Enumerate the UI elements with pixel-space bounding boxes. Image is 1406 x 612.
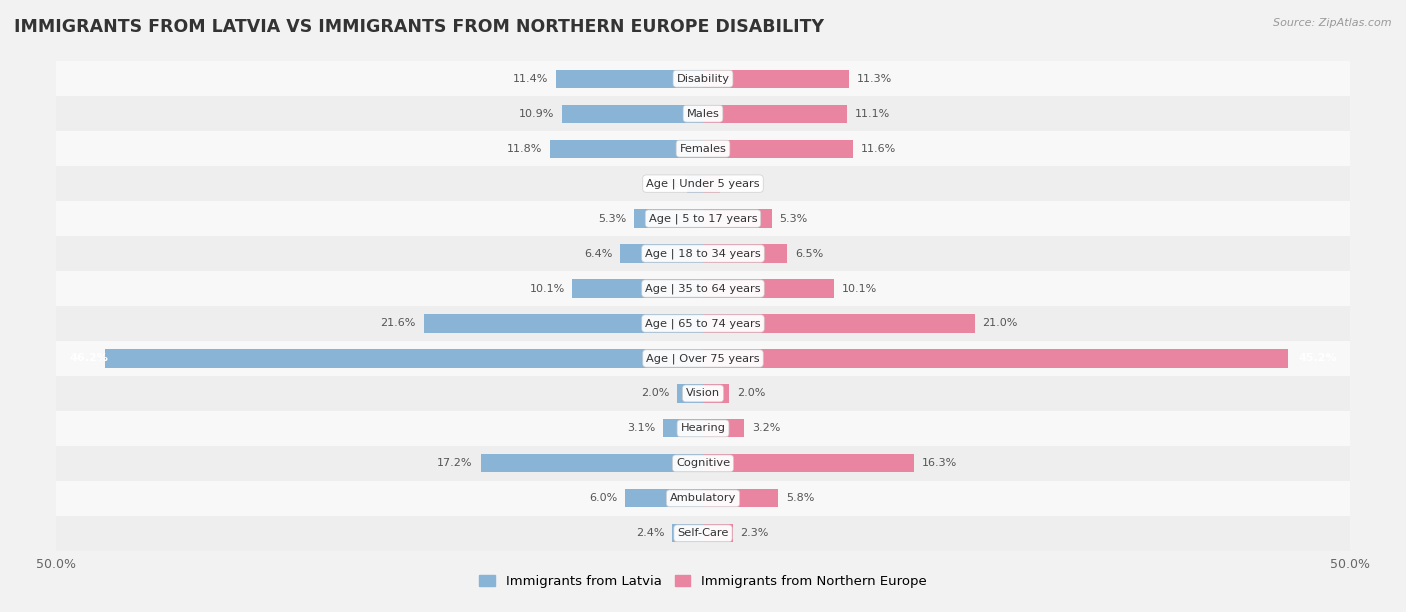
Text: 10.1%: 10.1% <box>529 283 565 294</box>
Text: IMMIGRANTS FROM LATVIA VS IMMIGRANTS FROM NORTHERN EUROPE DISABILITY: IMMIGRANTS FROM LATVIA VS IMMIGRANTS FRO… <box>14 18 824 36</box>
Text: Age | Under 5 years: Age | Under 5 years <box>647 178 759 189</box>
Text: Vision: Vision <box>686 389 720 398</box>
Text: Age | 5 to 17 years: Age | 5 to 17 years <box>648 214 758 224</box>
Bar <box>703 209 772 228</box>
Bar <box>56 481 1350 516</box>
Text: Age | Over 75 years: Age | Over 75 years <box>647 353 759 364</box>
Bar <box>56 166 1350 201</box>
Bar <box>481 454 703 472</box>
Bar <box>620 244 703 263</box>
Text: Source: ZipAtlas.com: Source: ZipAtlas.com <box>1274 18 1392 28</box>
Text: Age | 18 to 34 years: Age | 18 to 34 years <box>645 248 761 259</box>
Bar <box>703 174 720 193</box>
Text: 3.1%: 3.1% <box>627 424 655 433</box>
Text: Ambulatory: Ambulatory <box>669 493 737 503</box>
Text: 6.0%: 6.0% <box>589 493 617 503</box>
Bar <box>703 384 728 403</box>
Text: 46.2%: 46.2% <box>69 354 108 364</box>
Bar <box>703 105 846 123</box>
Bar <box>626 489 703 507</box>
Text: Cognitive: Cognitive <box>676 458 730 468</box>
Text: Disability: Disability <box>676 73 730 84</box>
Text: 2.3%: 2.3% <box>741 528 769 539</box>
Text: 11.8%: 11.8% <box>508 144 543 154</box>
Bar <box>678 384 703 403</box>
Text: 5.3%: 5.3% <box>779 214 807 223</box>
Text: 1.2%: 1.2% <box>651 179 679 188</box>
Bar <box>56 446 1350 481</box>
Bar <box>56 341 1350 376</box>
Bar <box>56 271 1350 306</box>
Text: 3.2%: 3.2% <box>752 424 780 433</box>
Bar <box>703 454 914 472</box>
Text: 16.3%: 16.3% <box>921 458 957 468</box>
Bar <box>56 201 1350 236</box>
Bar <box>56 236 1350 271</box>
Text: Hearing: Hearing <box>681 424 725 433</box>
Text: 6.4%: 6.4% <box>583 248 613 258</box>
Bar <box>703 140 853 158</box>
Text: 2.0%: 2.0% <box>737 389 765 398</box>
Text: Females: Females <box>679 144 727 154</box>
Bar <box>703 315 974 332</box>
Bar <box>423 315 703 332</box>
Text: Age | 35 to 64 years: Age | 35 to 64 years <box>645 283 761 294</box>
Bar <box>703 489 778 507</box>
Bar <box>105 349 703 368</box>
Text: 11.6%: 11.6% <box>860 144 896 154</box>
Bar <box>550 140 703 158</box>
Bar <box>572 280 703 297</box>
Bar <box>56 96 1350 131</box>
Bar <box>703 419 744 438</box>
Text: Self-Care: Self-Care <box>678 528 728 539</box>
Text: 10.1%: 10.1% <box>841 283 877 294</box>
Text: 6.5%: 6.5% <box>794 248 823 258</box>
Bar <box>555 70 703 88</box>
Bar <box>56 61 1350 96</box>
Text: 1.3%: 1.3% <box>727 179 756 188</box>
Bar <box>56 516 1350 551</box>
Text: 5.3%: 5.3% <box>599 214 627 223</box>
Text: 21.6%: 21.6% <box>381 318 416 329</box>
Bar <box>56 376 1350 411</box>
Bar <box>562 105 703 123</box>
Text: 10.9%: 10.9% <box>519 109 554 119</box>
Text: Males: Males <box>686 109 720 119</box>
Text: 21.0%: 21.0% <box>983 318 1018 329</box>
Text: 17.2%: 17.2% <box>437 458 472 468</box>
Bar <box>688 174 703 193</box>
Bar <box>662 419 703 438</box>
Legend: Immigrants from Latvia, Immigrants from Northern Europe: Immigrants from Latvia, Immigrants from … <box>474 570 932 593</box>
Text: Age | 65 to 74 years: Age | 65 to 74 years <box>645 318 761 329</box>
Bar <box>703 349 1288 368</box>
Bar <box>56 131 1350 166</box>
Bar <box>703 280 834 297</box>
Text: 11.3%: 11.3% <box>856 73 893 84</box>
Text: 11.1%: 11.1% <box>855 109 890 119</box>
Bar <box>672 524 703 542</box>
Bar <box>703 244 787 263</box>
Text: 5.8%: 5.8% <box>786 493 814 503</box>
Bar <box>56 306 1350 341</box>
Bar <box>703 524 733 542</box>
Text: 2.4%: 2.4% <box>636 528 664 539</box>
Bar <box>56 411 1350 446</box>
Bar <box>703 70 849 88</box>
Text: 45.2%: 45.2% <box>1298 354 1337 364</box>
Text: 2.0%: 2.0% <box>641 389 669 398</box>
Bar <box>634 209 703 228</box>
Text: 11.4%: 11.4% <box>512 73 548 84</box>
